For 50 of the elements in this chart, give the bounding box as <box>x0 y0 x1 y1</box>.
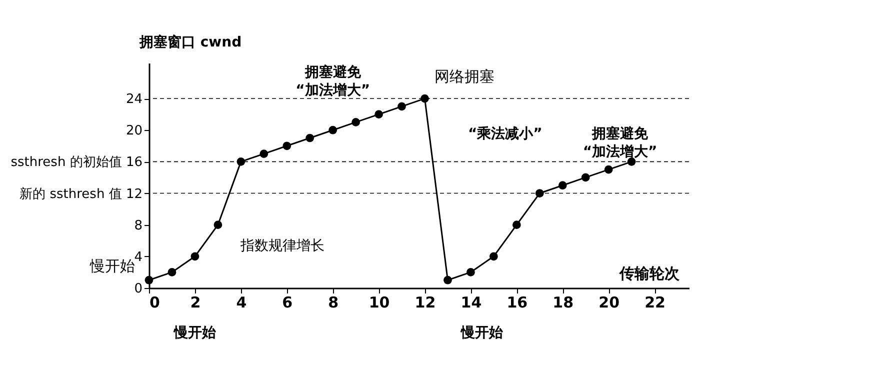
x-tick-label: 20 <box>598 294 620 312</box>
annotation: 拥塞避免 “加法增大” <box>582 125 658 160</box>
y-axis-title: 拥塞窗口 cwnd <box>138 34 242 50</box>
point <box>190 252 200 261</box>
point <box>328 126 338 134</box>
y-tick-label: ssthresh 的初始值 16 <box>10 155 142 170</box>
x-tick-label: 22 <box>644 294 666 312</box>
point <box>282 142 292 150</box>
x-tick-label: 6 <box>282 294 293 312</box>
point <box>236 158 246 166</box>
point <box>581 173 590 182</box>
point <box>374 110 383 118</box>
annotation: 拥塞避免 “加法增大” <box>296 63 370 98</box>
point <box>398 102 406 111</box>
x-tick-label: 12 <box>414 294 436 312</box>
annotation: 指数规律增长 <box>239 238 324 254</box>
point <box>466 268 475 276</box>
point <box>214 220 222 230</box>
point <box>604 165 613 174</box>
x-tick-label: 10 <box>368 294 390 312</box>
point <box>490 252 498 261</box>
x-axis-title: 传输轮次 <box>618 264 680 282</box>
y-tick-label: 0 <box>134 282 142 296</box>
x-tick-label: 2 <box>190 294 201 312</box>
annotation: “乘法减小” <box>468 126 542 142</box>
point <box>627 158 636 166</box>
x-tick-label: 0 <box>150 294 160 312</box>
x-tick-label: 14 <box>460 294 482 312</box>
text: 慢开始 <box>460 325 504 341</box>
x-tick-label: 8 <box>328 294 339 312</box>
x-tick-label: 18 <box>552 294 574 312</box>
point <box>260 150 268 158</box>
y-tick-label: 20 <box>126 124 142 139</box>
point <box>535 189 544 198</box>
y-tick-label: 24 <box>126 92 142 108</box>
y-tick-label: 新的 ssthresh 值 12 <box>20 186 142 202</box>
point <box>144 276 154 284</box>
annotation: 慢开始 <box>89 257 135 276</box>
y-tick-label: 4 <box>134 250 142 265</box>
point <box>558 181 567 190</box>
y-tick-label: 8 <box>134 218 142 234</box>
point <box>306 134 314 142</box>
x-tick-label: 4 <box>236 294 247 312</box>
point <box>444 276 452 284</box>
point <box>512 220 521 230</box>
text: 慢开始 <box>172 325 217 341</box>
point <box>352 118 360 126</box>
point <box>168 268 176 276</box>
x-tick-label: 16 <box>506 294 528 312</box>
annotation: 网络拥塞 <box>434 68 495 86</box>
